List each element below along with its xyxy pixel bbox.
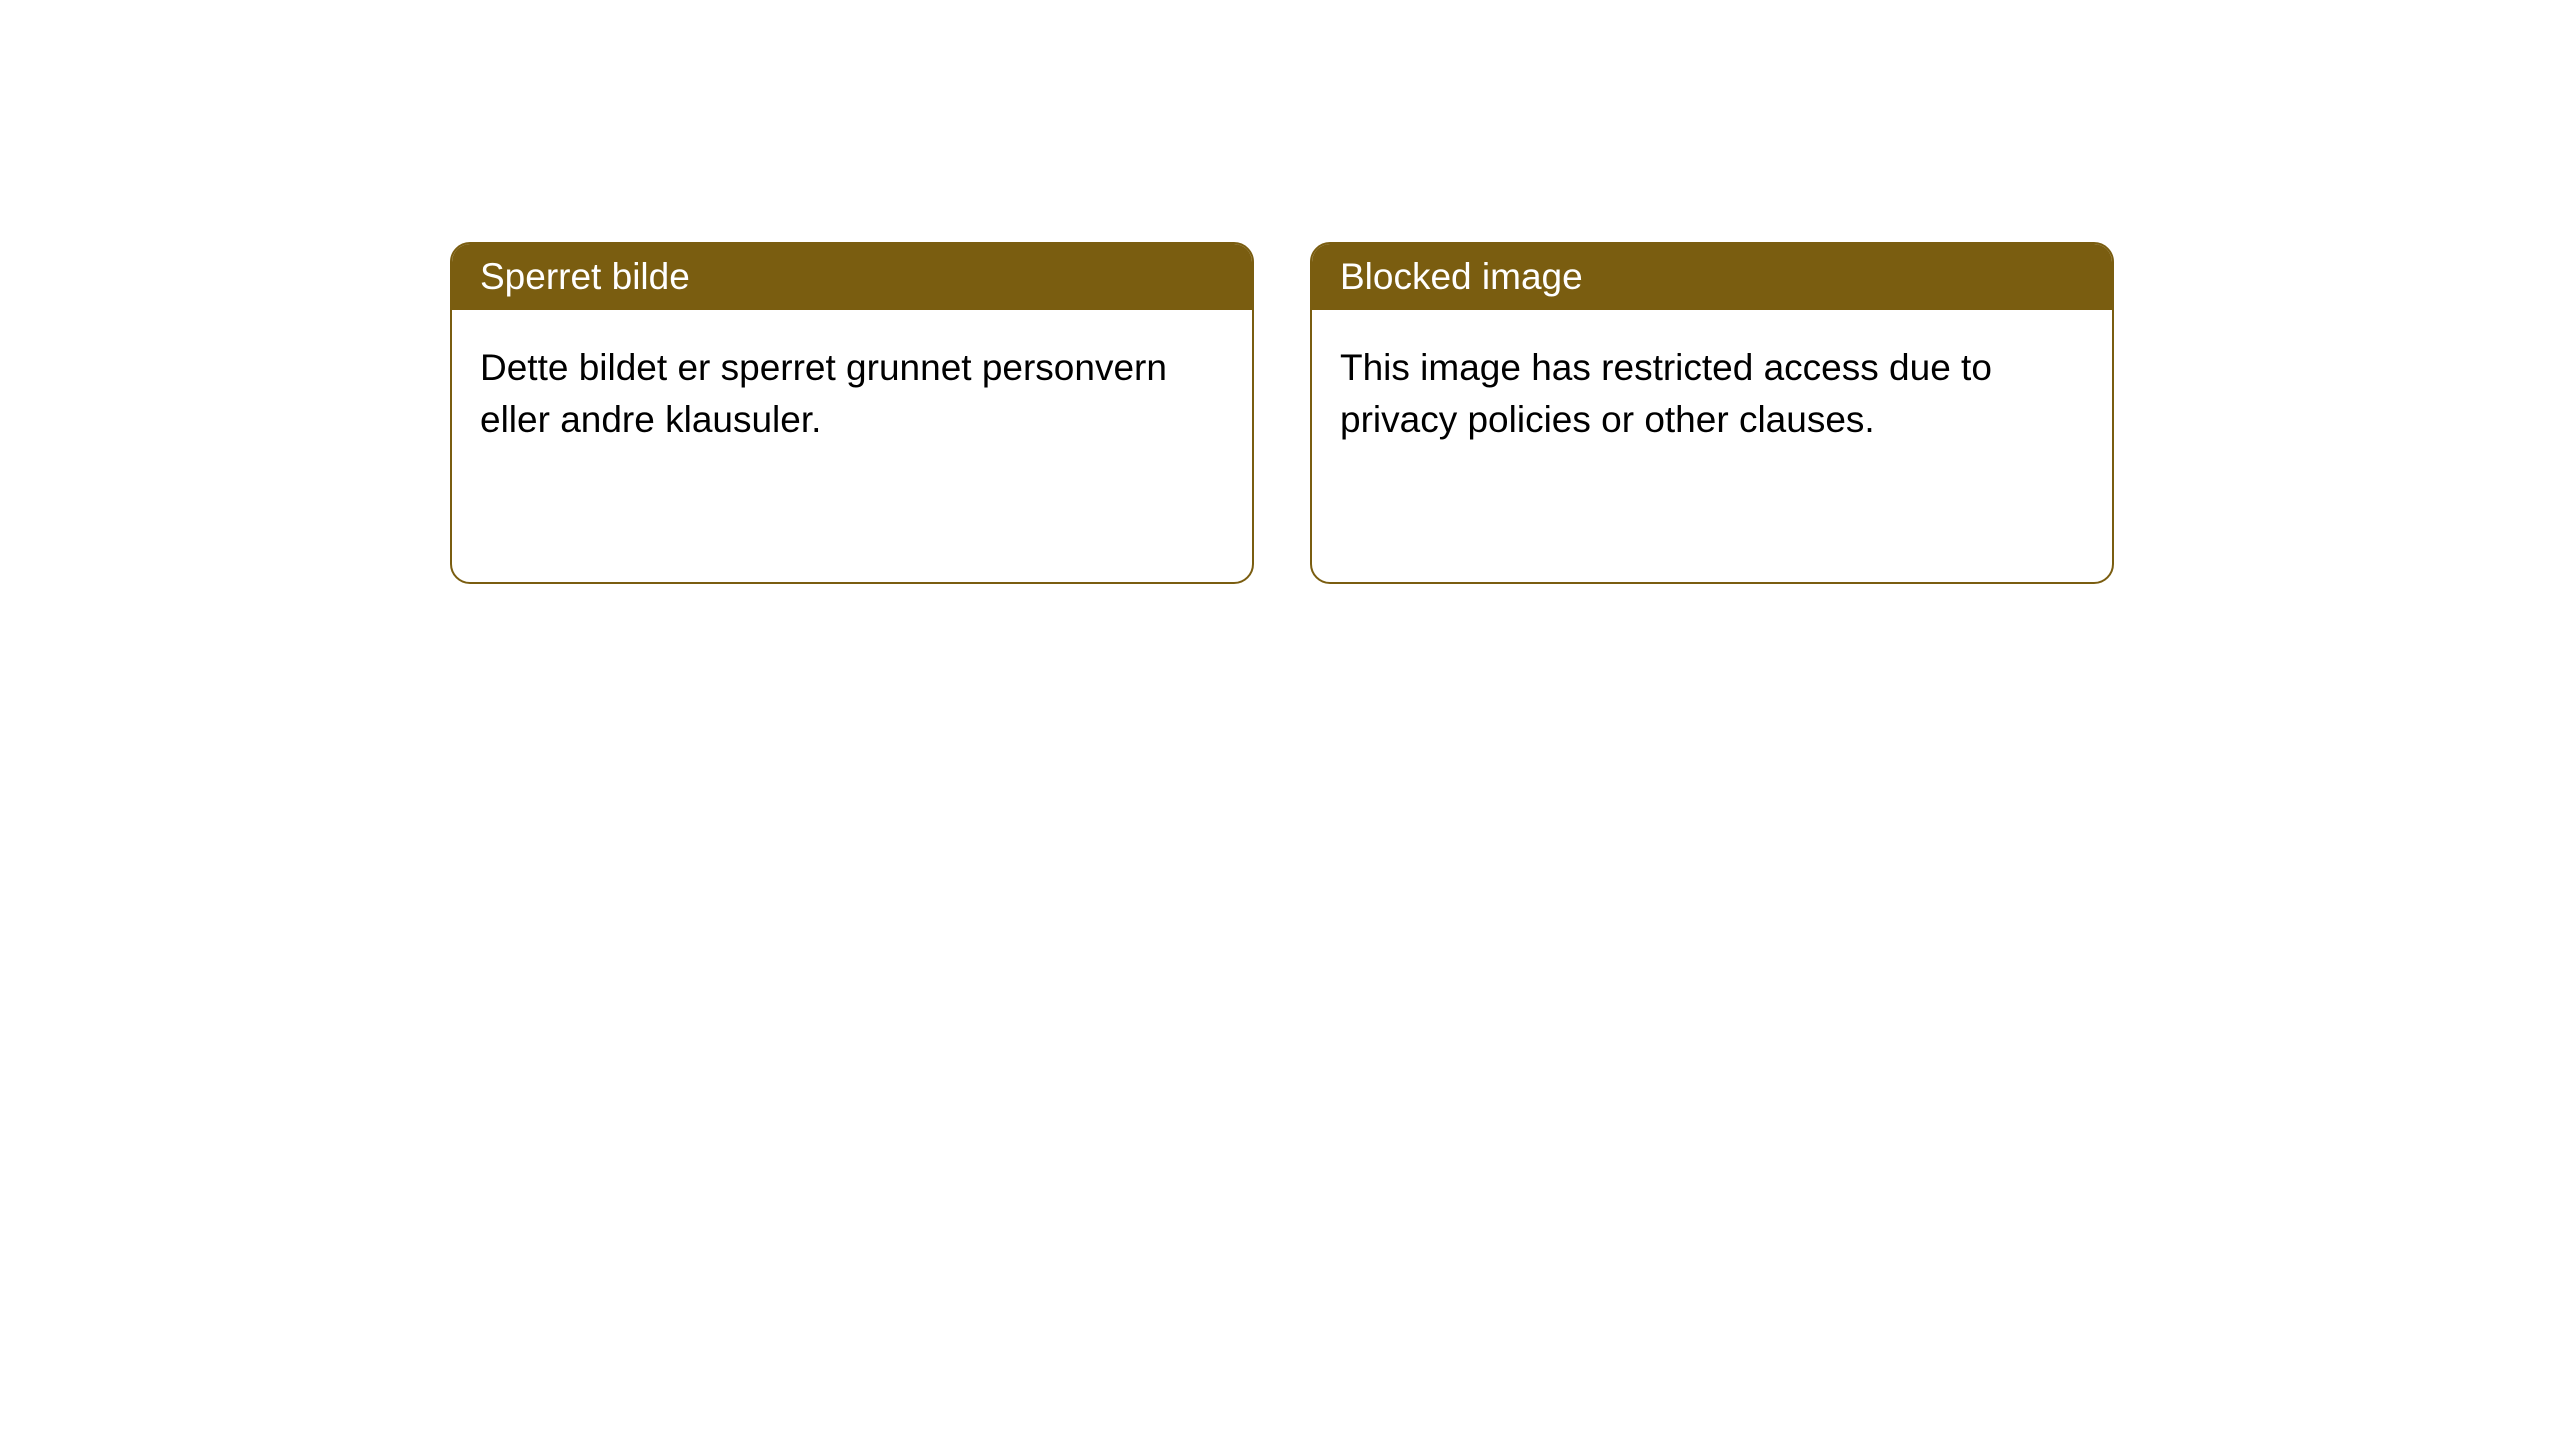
notice-card-english: Blocked image This image has restricted … (1310, 242, 2114, 584)
notice-card-norwegian: Sperret bilde Dette bildet er sperret gr… (450, 242, 1254, 584)
notice-body-english: This image has restricted access due to … (1312, 310, 2112, 582)
notice-title-english: Blocked image (1312, 244, 2112, 310)
notice-cards-container: Sperret bilde Dette bildet er sperret gr… (450, 242, 2114, 584)
notice-title-norwegian: Sperret bilde (452, 244, 1252, 310)
notice-body-norwegian: Dette bildet er sperret grunnet personve… (452, 310, 1252, 582)
